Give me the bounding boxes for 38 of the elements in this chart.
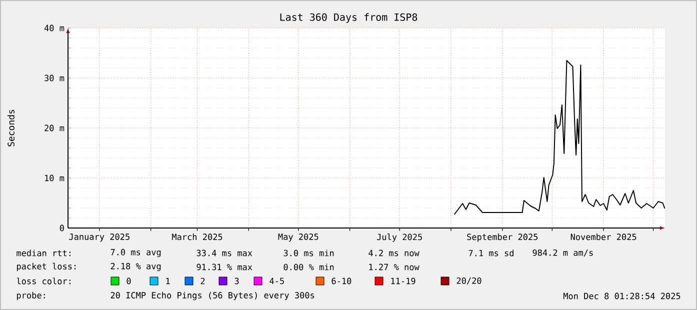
y-tick-label: 30 m <box>44 74 64 82</box>
x-tick-label: November 2025 <box>570 234 636 240</box>
x-tick-label: September 2025 <box>467 234 538 242</box>
text: 4.2 ms now <box>368 250 420 256</box>
text: 984.2 m am/s <box>532 249 593 257</box>
chart-title: Last 360 Days from ISP8 <box>280 13 418 23</box>
text: 6-10 <box>332 278 352 284</box>
text: 11-19 <box>391 278 416 284</box>
text: Mon Dec 8 01:28:54 2025 <box>563 292 680 300</box>
text: 2.18 % avg <box>110 262 161 272</box>
text: 4-5 <box>270 278 284 284</box>
text: 2 <box>200 278 205 284</box>
y-tick-label: 40 m <box>44 24 64 32</box>
text: 7.1 ms sd <box>468 250 514 256</box>
text: 3.0 ms min <box>284 250 334 256</box>
text: 1 <box>166 278 170 284</box>
text: 20 ICMP Echo Pings (56 Bytes) every 300s <box>110 292 314 300</box>
text: 91.31 % max <box>196 264 252 270</box>
y-tick-label: 0 <box>60 224 64 232</box>
text: 0 <box>126 278 131 284</box>
x-tick-label: January 2025 <box>69 234 130 242</box>
y-tick-label: 20 m <box>44 124 64 132</box>
y-tick-label: 10 m <box>45 174 64 182</box>
x-tick-label: May 2025 <box>278 234 318 242</box>
text: 3 <box>234 278 239 284</box>
text: 0.00 % min <box>284 264 334 270</box>
text: 1.27 % now <box>369 264 420 270</box>
y-axis-title: Seconds <box>8 110 14 146</box>
text: 7.0 ms avg <box>110 248 161 258</box>
text: loss color: <box>16 278 70 284</box>
text: probe: <box>16 292 45 300</box>
line-series <box>454 60 666 215</box>
text: 20/20 <box>456 277 482 285</box>
text: 33.4 ms max <box>196 250 252 256</box>
x-tick-label: July 2025 <box>377 234 422 242</box>
x-tick-label: March 2025 <box>172 234 222 240</box>
text: median rtt: <box>16 250 70 256</box>
text: packet loss: <box>16 262 76 272</box>
